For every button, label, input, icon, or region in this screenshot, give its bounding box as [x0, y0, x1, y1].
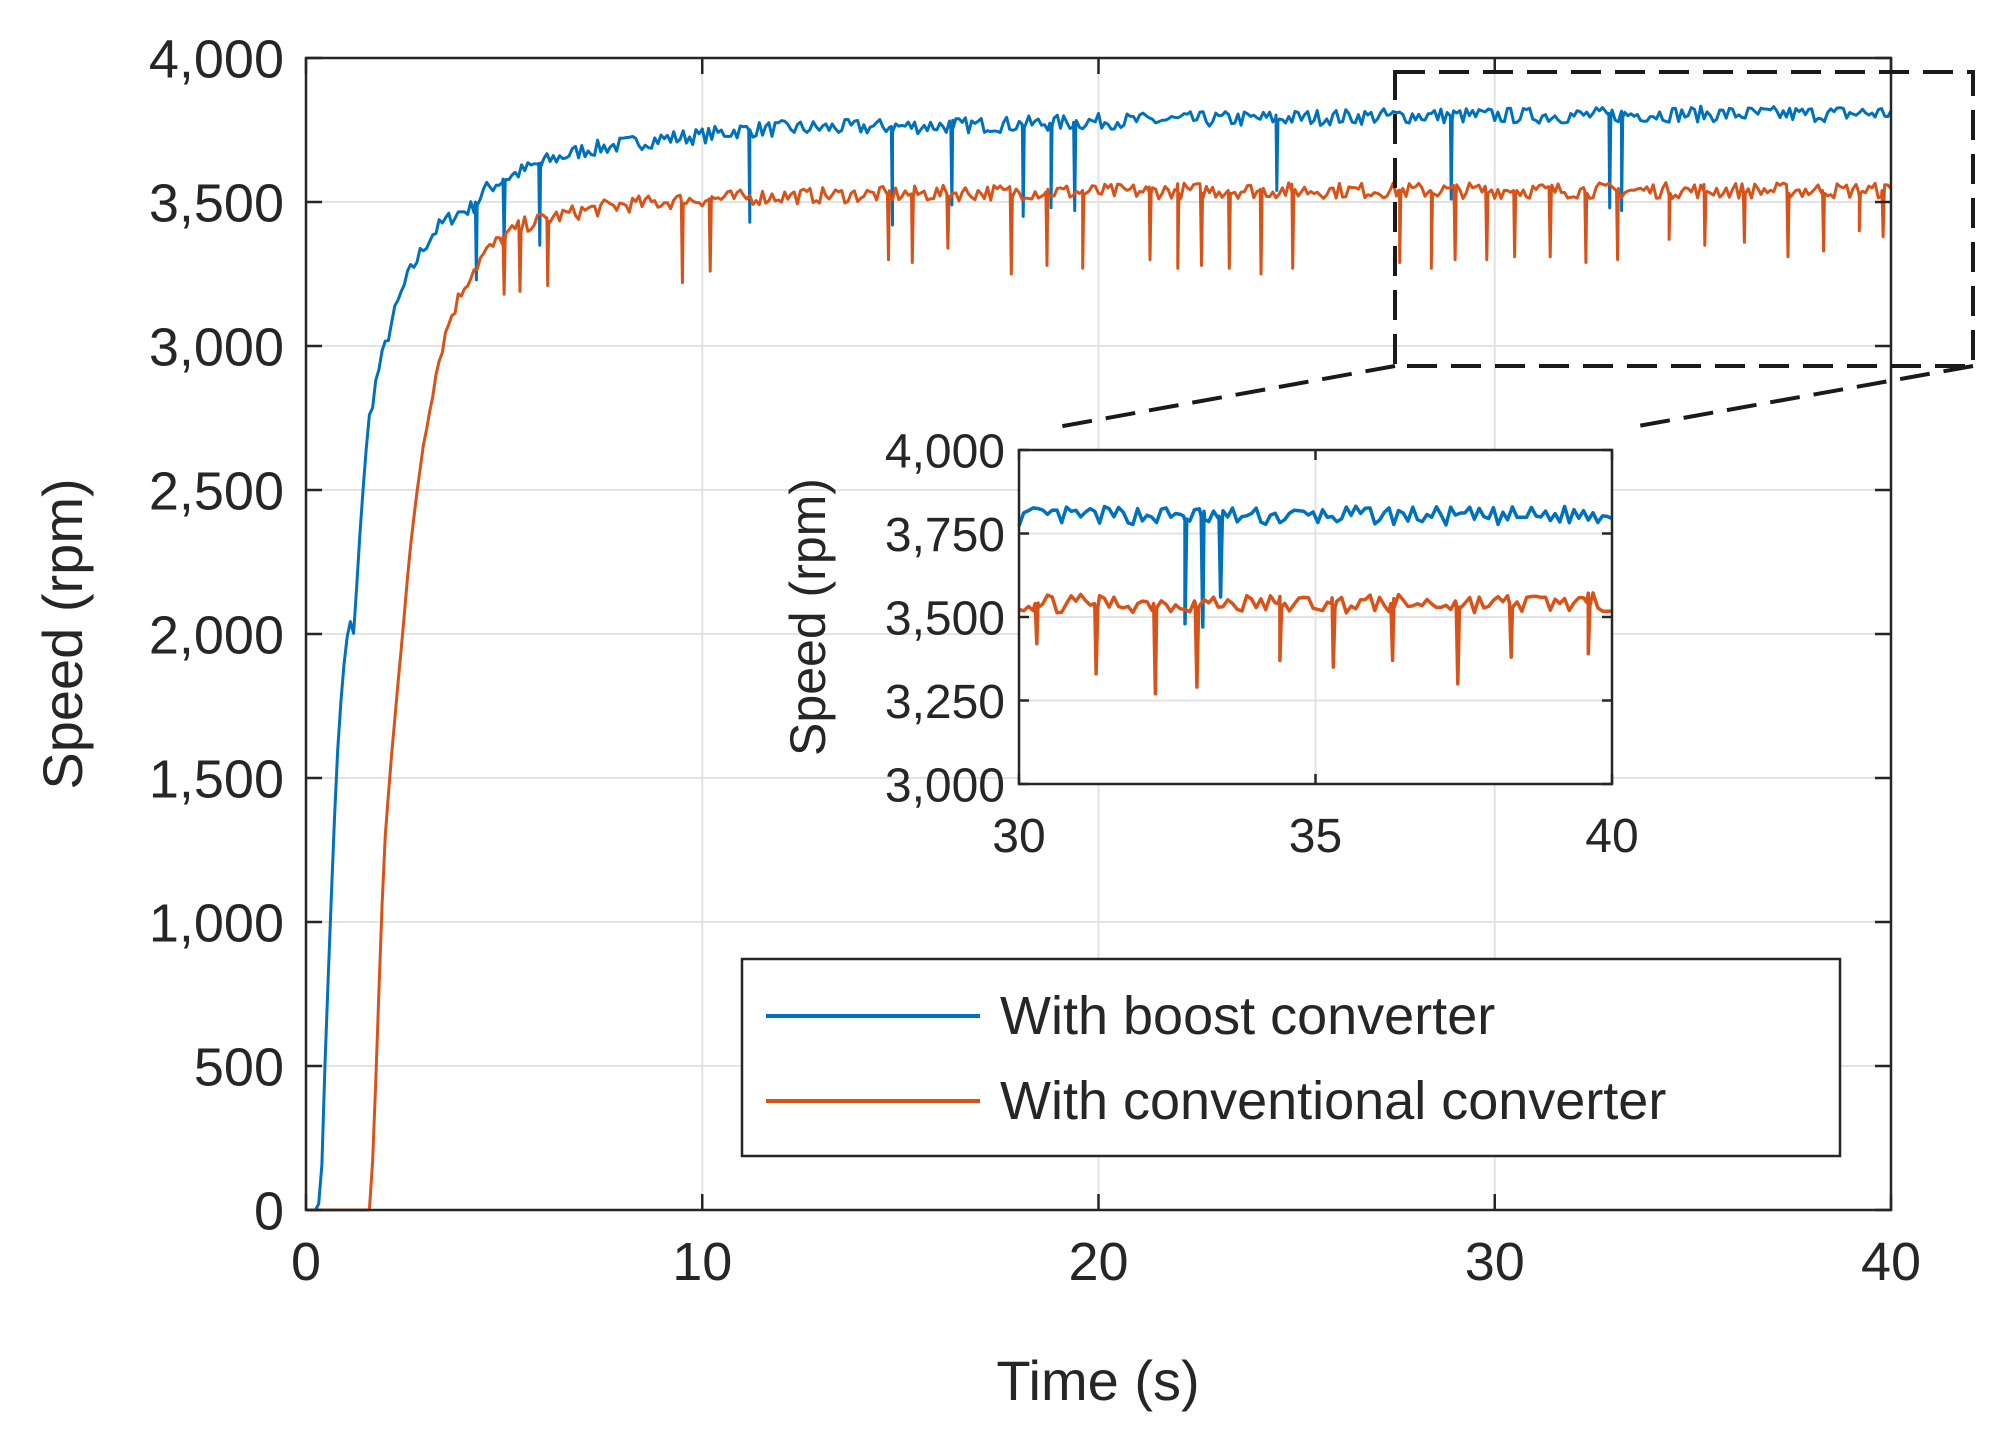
x-tick-label: 40 — [1861, 1232, 1921, 1292]
y-tick-label: 2,000 — [149, 605, 284, 665]
x-tick-label: 40 — [1585, 810, 1638, 863]
y-tick-label: 4,000 — [885, 425, 1005, 478]
legend: With boost converter With conventional c… — [740, 957, 1842, 1158]
zoom-callout — [1051, 70, 1975, 430]
x-tick-label: 35 — [1289, 810, 1342, 863]
x-tick-label: 30 — [1465, 1232, 1525, 1292]
main-x-axis-label: Time (s) — [996, 1349, 1199, 1412]
main-x-ticks: 0 10 20 30 40 — [291, 58, 1921, 1292]
legend-label-conventional: With conventional converter — [1000, 1071, 1666, 1131]
x-tick-label: 10 — [672, 1232, 732, 1292]
series-line-boost — [1017, 504, 1613, 629]
y-tick-label: 3,000 — [885, 759, 1005, 812]
zoom-connector-left — [1051, 364, 1396, 430]
x-tick-label: 0 — [291, 1232, 321, 1292]
x-tick-label: 30 — [992, 810, 1045, 863]
series-line-conventional — [1018, 591, 1613, 696]
y-tick-label: 3,750 — [885, 509, 1005, 562]
y-tick-label: 3,500 — [885, 592, 1005, 645]
inset-lines — [1017, 504, 1613, 696]
y-tick-label: 1,500 — [149, 749, 284, 809]
inset-y-axis-label: Speed (rpm) — [780, 478, 836, 756]
inset-y-ticks: 3,000 3,250 3,500 3,750 4,000 — [885, 425, 1612, 812]
y-tick-label: 1,000 — [149, 893, 284, 953]
inset-x-ticks: 30 35 40 — [992, 450, 1639, 863]
zoom-region-rect — [1393, 70, 1975, 368]
y-tick-label: 0 — [254, 1181, 284, 1241]
x-tick-label: 20 — [1068, 1232, 1128, 1292]
legend-label-boost: With boost converter — [1000, 986, 1495, 1046]
y-tick-label: 3,250 — [885, 676, 1005, 729]
y-tick-label: 500 — [194, 1037, 284, 1097]
main-y-ticks: 0 500 1,000 1,500 2,000 2,500 3,000 3,500 4,000 — [149, 29, 1891, 1241]
y-tick-label: 4,000 — [149, 29, 284, 89]
inset-axes: 30 35 40 3,000 3,250 3,500 3,750 4,000 Speed (… — [780, 425, 1639, 863]
y-tick-label: 3,000 — [149, 317, 284, 377]
series-line-conventional — [306, 181, 1893, 1212]
zoom-connector-right — [1626, 364, 1974, 430]
main-y-axis-label: Speed (rpm) — [31, 478, 94, 789]
y-tick-label: 3,500 — [149, 173, 284, 233]
legend-box — [740, 957, 1842, 1158]
y-tick-label: 2,500 — [149, 461, 284, 521]
series-line-boost — [306, 104, 1893, 1212]
main-lines — [306, 104, 1893, 1212]
